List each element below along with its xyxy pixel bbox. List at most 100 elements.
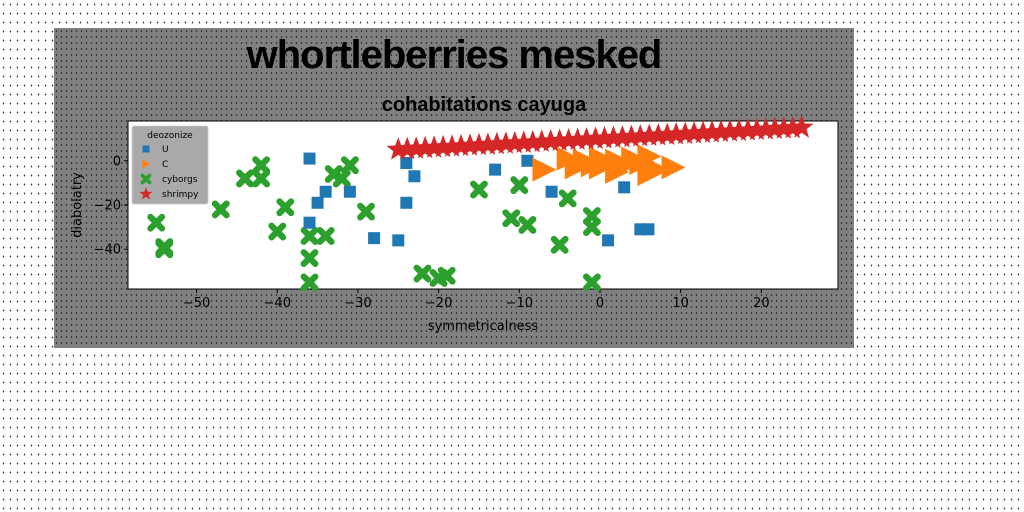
scatter-chart: whortleberries mesked cohabitations cayu… <box>70 33 839 334</box>
shrimpy-point <box>709 119 733 143</box>
U-point <box>602 234 615 247</box>
shrimpy-point <box>512 130 536 153</box>
cyborgs-point <box>300 249 319 267</box>
shrimpy-point <box>700 120 724 143</box>
cyborgs-point <box>550 235 569 254</box>
cyborgs-point <box>147 213 166 232</box>
legend-label: U <box>162 145 169 155</box>
legend-marker <box>142 145 150 153</box>
shrimpy-point <box>763 116 787 140</box>
U-point <box>545 185 558 198</box>
cyborgs-point <box>518 215 537 234</box>
cyborgs-point <box>211 200 230 219</box>
C-point <box>645 157 670 182</box>
U-point <box>311 196 324 209</box>
shrimpy-point <box>772 116 796 139</box>
shrimpy-point <box>386 137 411 160</box>
shrimpy-point <box>449 133 473 157</box>
cyborgs-point <box>357 202 375 221</box>
shrimpy-point <box>440 134 464 157</box>
shrimpy-point <box>780 115 805 139</box>
cyborgs-point <box>268 222 287 241</box>
shrimpy-point <box>637 123 662 146</box>
cyborgs-point <box>437 266 456 285</box>
shrimpy-point <box>485 131 509 155</box>
U-point <box>618 181 631 194</box>
x-tick-label: 0 <box>596 296 604 311</box>
cyborgs-point <box>300 227 319 245</box>
legend-title: deozonize <box>147 131 193 141</box>
x-tick-label: −50 <box>183 296 210 311</box>
cyborgs-point <box>470 180 488 199</box>
legend-label: C <box>162 160 168 170</box>
cyborgs-point <box>316 227 335 245</box>
U-point <box>319 185 332 198</box>
legend-marker <box>139 187 153 200</box>
C-point <box>532 157 557 182</box>
x-tick-label: 20 <box>753 296 770 311</box>
cyborgs-point <box>502 209 521 228</box>
chart-suptitle: whortleberries mesked <box>246 33 662 77</box>
chart-title: cohabitations cayuga <box>382 94 587 116</box>
U-point <box>368 232 381 245</box>
cyborgs-point <box>583 273 601 292</box>
x-tick-label: −20 <box>425 296 452 311</box>
cyborgs-point <box>300 273 319 292</box>
cyborgs-point <box>252 169 271 188</box>
shrimpy-point <box>529 129 554 152</box>
shrimpy-point <box>718 119 742 142</box>
shrimpy-point <box>547 128 572 151</box>
legend-marker <box>140 173 152 185</box>
cyborgs-point <box>340 156 359 175</box>
shrimpy-point <box>691 120 715 144</box>
shrimpy-point <box>610 125 635 148</box>
shrimpy-point <box>458 133 482 156</box>
data-marks <box>147 115 814 292</box>
shrimpy-point <box>682 121 706 144</box>
C-point <box>661 155 686 180</box>
legend-label: cyborgs <box>162 175 198 185</box>
shrimpy-point <box>422 135 446 158</box>
shrimpy-point <box>556 128 581 151</box>
y-tick-label: −40 <box>94 243 121 258</box>
U-point <box>521 154 534 167</box>
U-point <box>400 196 413 209</box>
cyborgs-point <box>332 169 351 188</box>
y-axis-label: diabolatry <box>70 172 85 238</box>
figure: whortleberries mesked cohabitations cayu… <box>54 28 854 348</box>
shrimpy-point <box>521 130 545 153</box>
x-tick-label: −40 <box>264 296 291 311</box>
shrimpy-point <box>619 124 644 147</box>
shrimpy-point <box>754 117 778 140</box>
shrimpy-point <box>601 125 626 148</box>
U-point <box>392 234 405 247</box>
shrimpy-point <box>404 136 428 159</box>
shrimpy-point <box>565 127 590 150</box>
shrimpy-point <box>395 136 419 160</box>
shrimpy-point <box>673 121 697 144</box>
cyborgs-point <box>558 189 577 208</box>
x-tick-label: 10 <box>672 296 689 311</box>
cyborgs-point <box>155 240 174 259</box>
shrimpy-point <box>628 124 653 147</box>
x-tick-label: −10 <box>506 296 533 311</box>
shrimpy-point <box>583 126 608 149</box>
U-point <box>303 216 316 229</box>
U-point <box>303 152 316 165</box>
shrimpy-point <box>736 118 760 141</box>
cyborgs-point <box>252 156 271 175</box>
shrimpy-point <box>574 127 599 150</box>
cyborgs-point <box>510 176 529 195</box>
shrimpy-point <box>655 122 679 145</box>
U-point <box>343 185 356 198</box>
legend-box <box>131 125 209 205</box>
shrimpy-point <box>789 115 814 138</box>
shrimpy-point <box>476 132 500 155</box>
shrimpy-point <box>413 135 437 159</box>
x-axis-label: symmetricalness <box>428 319 539 334</box>
shrimpy-point <box>431 134 455 158</box>
x-tick-label: −30 <box>344 296 371 311</box>
shrimpy-point <box>538 129 563 152</box>
legend-label: shrimpy <box>162 190 199 200</box>
